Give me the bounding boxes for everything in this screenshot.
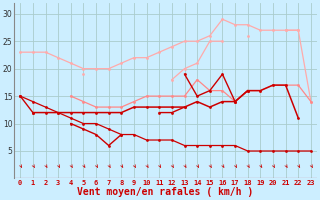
X-axis label: Vent moyen/en rafales ( km/h ): Vent moyen/en rafales ( km/h ) xyxy=(77,187,254,197)
